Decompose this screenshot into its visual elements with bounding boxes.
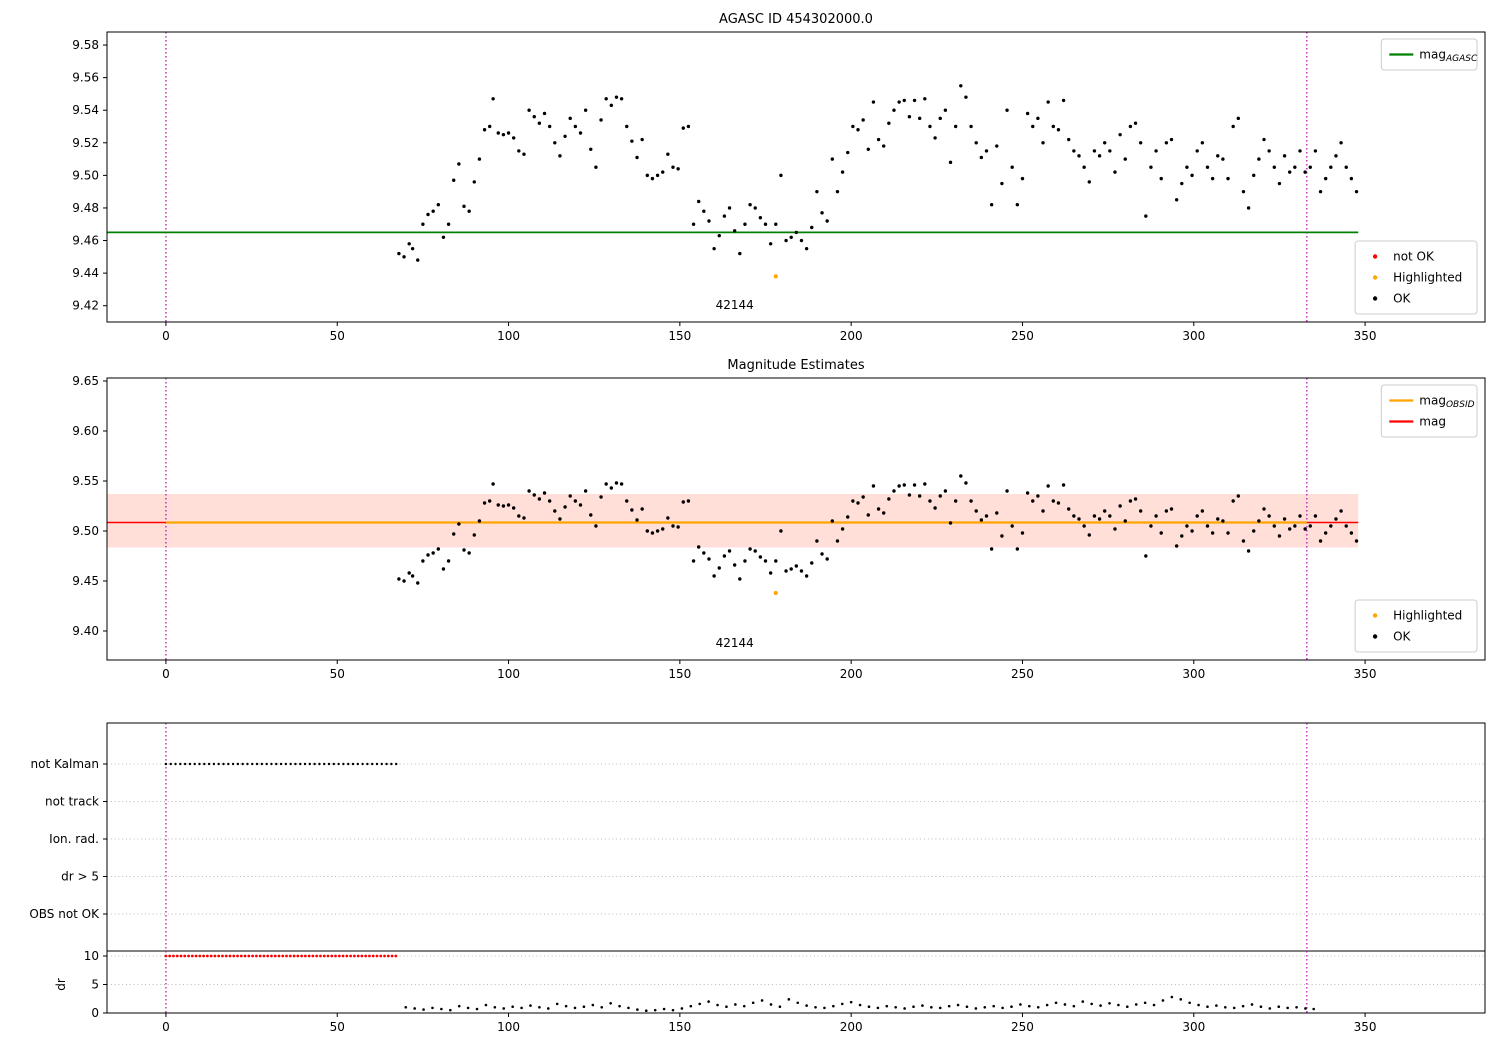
y-tick-label: 9.50 xyxy=(72,168,99,182)
dr-clipped-points xyxy=(164,954,398,958)
x-tick-label: 250 xyxy=(1011,329,1034,343)
obsid-annotation: 42144 xyxy=(716,298,754,312)
legend-label: Highlighted xyxy=(1393,271,1462,285)
x-tick-label: 350 xyxy=(1354,1020,1377,1034)
axes-spines xyxy=(106,31,1486,323)
dr-tick-label: 0 xyxy=(91,1006,99,1020)
flag-points-not-kalman xyxy=(164,762,398,766)
ok-points xyxy=(397,84,1359,262)
legend-marker-sample xyxy=(1372,254,1378,259)
flags-dr-plot: not Kalman not track Ion. rad. dr > 5 OBS no… xyxy=(29,722,1486,1034)
plot-title: Magnitude Estimates xyxy=(727,358,864,373)
y-tick-label: 9.56 xyxy=(72,71,99,85)
x-tick-label: 100 xyxy=(497,667,520,681)
y-tick-label: 9.52 xyxy=(72,136,99,150)
legend-marker-sample xyxy=(1372,275,1378,280)
x-tick-label: 350 xyxy=(1354,329,1377,343)
gridlines xyxy=(107,763,1485,1014)
legend-marker-sample xyxy=(1372,296,1378,301)
legend-marker-sample xyxy=(1372,613,1378,618)
y-axis: 9.42 9.44 9.46 9.48 9.50 9.52 9.54 9.56 9.58 xyxy=(72,38,107,313)
y-tick-label: 9.40 xyxy=(72,624,99,638)
x-tick-label: 50 xyxy=(330,329,345,343)
x-tick-label: 200 xyxy=(840,667,863,681)
y-tick-label: 9.50 xyxy=(72,524,99,538)
legend-box xyxy=(1354,599,1478,653)
flag-category-label: OBS not OK xyxy=(29,907,100,921)
flag-category-label: Ion. rad. xyxy=(49,832,99,846)
plot-title: AGASC ID 454302000.0 xyxy=(719,12,873,27)
highlighted-point xyxy=(773,590,778,596)
x-tick-label: 50 xyxy=(330,1020,345,1034)
x-tick-label: 200 xyxy=(840,329,863,343)
flag-category-label: not Kalman xyxy=(31,757,99,771)
obsid-annotation: 42144 xyxy=(716,636,754,650)
dr-tick-label: 5 xyxy=(91,978,99,992)
dr-tick-label: 10 xyxy=(84,949,99,963)
x-tick-label: 250 xyxy=(1011,667,1034,681)
legend-label: OK xyxy=(1393,292,1411,306)
x-tick-label: 0 xyxy=(162,667,170,681)
x-tick-label: 350 xyxy=(1354,667,1377,681)
x-tick-label: 150 xyxy=(668,667,691,681)
x-tick-label: 300 xyxy=(1182,1020,1205,1034)
axes-spines xyxy=(106,722,1486,1014)
legend-marker-sample xyxy=(1372,634,1378,639)
legend-label: OK xyxy=(1393,630,1411,644)
legend: magAGASC xyxy=(1380,38,1478,71)
legend: not OK Highlighted OK xyxy=(1354,240,1478,315)
x-tick-label: 0 xyxy=(162,1020,170,1034)
dr-points xyxy=(404,995,1315,1013)
x-tick-label: 300 xyxy=(1182,329,1205,343)
y-axis: not Kalman not track Ion. rad. dr > 5 OBS no… xyxy=(29,757,107,1020)
x-tick-label: 150 xyxy=(668,329,691,343)
x-axis: 0 50 100 150 200 250 300 350 xyxy=(162,1013,1377,1034)
y-tick-label: 9.44 xyxy=(72,266,99,280)
y-tick-label: 9.42 xyxy=(72,299,99,313)
x-axis: 0 50 100 150 200 250 300 350 xyxy=(162,660,1377,681)
y-tick-label: 9.45 xyxy=(72,574,99,588)
legend-box xyxy=(1380,384,1478,438)
x-tick-label: 250 xyxy=(1011,1020,1034,1034)
y-tick-label: 9.48 xyxy=(72,201,99,215)
x-tick-label: 100 xyxy=(497,1020,520,1034)
x-tick-label: 300 xyxy=(1182,667,1205,681)
y-tick-label: 9.60 xyxy=(72,424,99,438)
y-tick-label: 9.54 xyxy=(72,103,99,117)
flag-category-label: dr > 5 xyxy=(61,870,99,884)
uncertainty-band xyxy=(107,494,1359,548)
highlighted-point xyxy=(773,274,778,279)
legend-label: not OK xyxy=(1393,250,1435,264)
axes-spines xyxy=(106,377,1486,661)
x-tick-label: 100 xyxy=(497,329,520,343)
y-tick-label: 9.55 xyxy=(72,474,99,488)
y-axis: 9.40 9.45 9.50 9.55 9.60 9.65 xyxy=(72,374,107,638)
ok-points xyxy=(397,474,1359,585)
legend-box xyxy=(1380,38,1478,71)
y-tick-label: 9.58 xyxy=(72,38,99,52)
legend-box xyxy=(1354,240,1478,315)
x-tick-label: 0 xyxy=(162,329,170,343)
x-tick-label: 200 xyxy=(840,1020,863,1034)
y-tick-label: 9.65 xyxy=(72,374,99,388)
x-tick-label: 150 xyxy=(668,1020,691,1034)
y-tick-label: 9.46 xyxy=(72,234,99,248)
legend-label: Highlighted xyxy=(1393,609,1462,623)
legend-label: mag xyxy=(1419,415,1446,429)
x-axis: 0 50 100 150 200 250 300 350 xyxy=(162,322,1377,343)
dr-axis-label: dr xyxy=(54,978,68,991)
legend: Highlighted OK xyxy=(1354,599,1478,653)
x-tick-label: 50 xyxy=(330,667,345,681)
flag-category-label: not track xyxy=(45,795,99,809)
